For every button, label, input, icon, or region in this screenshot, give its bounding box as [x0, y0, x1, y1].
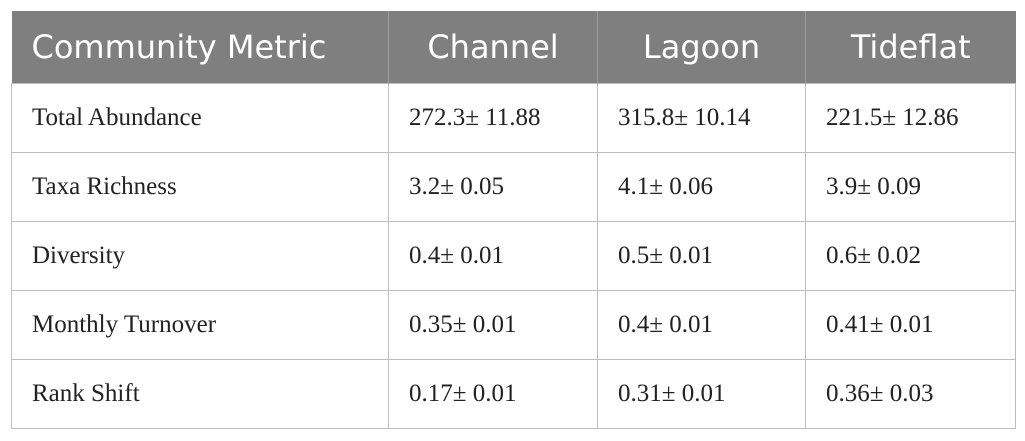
table-cell: 0.4± 0.01: [388, 221, 598, 291]
table-cell: 0.31± 0.01: [597, 359, 806, 429]
table-row: Taxa Richness 3.2± 0.05 4.1± 0.06 3.9± 0.09: [11, 152, 1016, 222]
header-cell: Channel: [388, 11, 598, 84]
table-row: Diversity 0.4± 0.01 0.5± 0.01 0.6± 0.02: [11, 221, 1016, 291]
table-cell: 0.35± 0.01: [388, 290, 598, 360]
table-cell: 0.4± 0.01: [597, 290, 806, 360]
table-cell: 0.5± 0.01: [597, 221, 806, 291]
table-cell: 315.8± 10.14: [597, 83, 806, 153]
table-cell: Monthly Turnover: [11, 290, 389, 360]
data-table: Community Metric Channel Lagoon Tideflat To…: [11, 11, 1016, 429]
table-row: Rank Shift 0.17± 0.01 0.31± 0.01 0.36± 0.03: [11, 359, 1016, 429]
table-cell: 0.6± 0.02: [805, 221, 1016, 291]
table-cell: 0.41± 0.01: [805, 290, 1016, 360]
table-cell: 0.17± 0.01: [388, 359, 598, 429]
table-cell: 0.36± 0.03: [805, 359, 1016, 429]
header-cell: Lagoon: [597, 11, 806, 84]
table-cell: Diversity: [11, 221, 389, 291]
table-cell: 3.2± 0.05: [388, 152, 598, 222]
table-body: Total Abundance 272.3± 11.88 315.8± 10.14 2…: [11, 83, 1016, 429]
table-cell: Taxa Richness: [11, 152, 389, 222]
table-cell: 4.1± 0.06: [597, 152, 806, 222]
table-cell: 221.5± 12.86: [805, 83, 1016, 153]
table-cell: Rank Shift: [11, 359, 389, 429]
header-row: Community Metric Channel Lagoon Tideflat: [11, 11, 1016, 84]
table-cell: 272.3± 11.88: [388, 83, 598, 153]
table-row: Monthly Turnover 0.35± 0.01 0.4± 0.01 0.41±…: [11, 290, 1016, 360]
table-row: Total Abundance 272.3± 11.88 315.8± 10.14 2…: [11, 83, 1016, 153]
table-cell: 3.9± 0.09: [805, 152, 1016, 222]
header-cell: Community Metric: [11, 11, 389, 84]
header-cell: Tideflat: [805, 11, 1016, 84]
table-cell: Total Abundance: [11, 83, 389, 153]
